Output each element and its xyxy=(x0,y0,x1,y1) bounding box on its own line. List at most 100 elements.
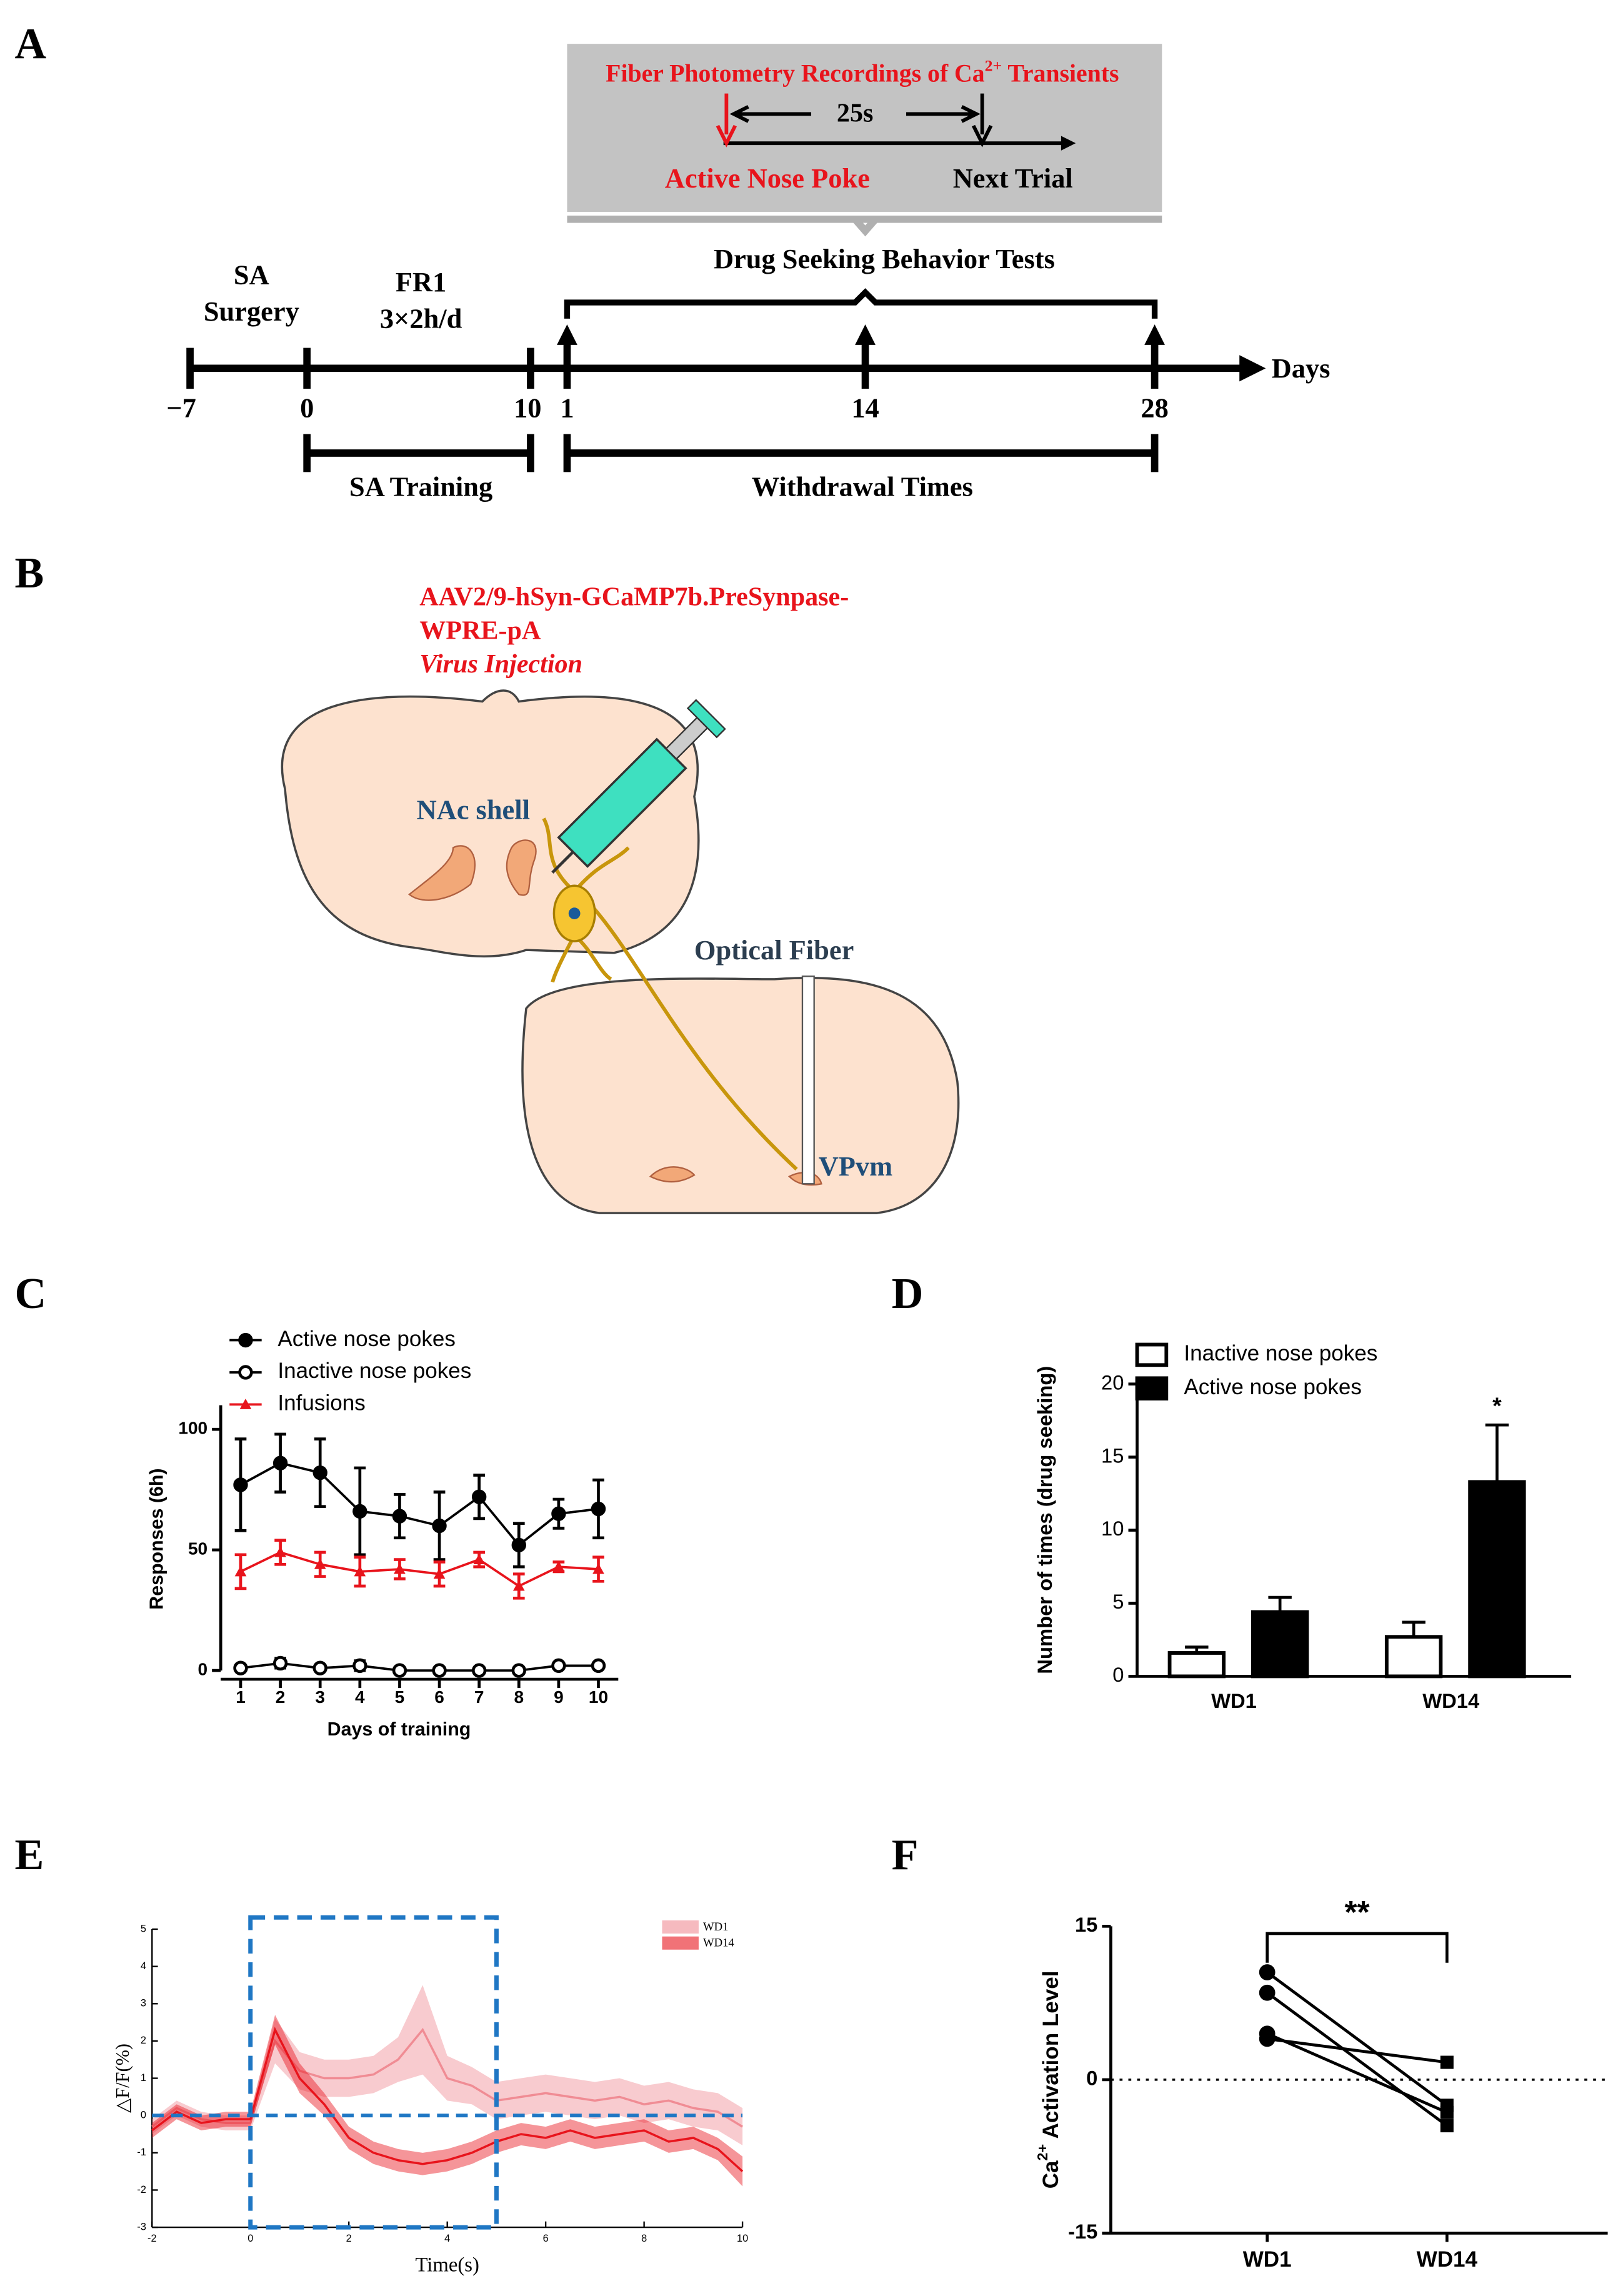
legend-label: Infusions xyxy=(277,1391,365,1415)
day-label: 1 xyxy=(560,392,574,423)
period-brackets xyxy=(303,434,1159,472)
x-tick-label: 10 xyxy=(737,2233,748,2244)
series-line xyxy=(151,2027,744,2128)
significance-bracket xyxy=(1266,1932,1449,1963)
marker xyxy=(1259,1984,1276,2001)
x-axis-label: Time(s) xyxy=(415,2254,479,2277)
x-tick-label: 4 xyxy=(444,2233,450,2244)
marker xyxy=(274,1546,286,1557)
error-bar xyxy=(1485,1423,1509,1482)
x-tick-label: WD14 xyxy=(1422,1689,1480,1712)
nucleus-dot xyxy=(568,907,581,920)
error-band xyxy=(152,2015,743,2187)
y-tick-label: 15 xyxy=(1075,1913,1097,1936)
target: VPvm xyxy=(819,1150,892,1182)
series-line xyxy=(240,1662,599,1672)
series-line xyxy=(240,1550,599,1588)
panel-label: B xyxy=(14,549,44,597)
marker xyxy=(551,1658,566,1674)
pair-line xyxy=(1266,1971,1448,2107)
day-label: −7 xyxy=(166,392,196,423)
y-tick-label: 0 xyxy=(1086,2067,1097,2090)
marker xyxy=(512,1580,525,1591)
x-tick-label: 8 xyxy=(641,2233,647,2244)
x-tick-label: WD1 xyxy=(1211,1689,1257,1712)
arrowhead xyxy=(1239,355,1266,382)
y-tick-label: 2 xyxy=(141,2035,146,2046)
x-tick-label: WD1 xyxy=(1243,2247,1292,2272)
marker xyxy=(238,1332,253,1348)
event: Active Nose Poke xyxy=(665,162,870,194)
marker xyxy=(432,1518,447,1534)
marker xyxy=(432,1663,447,1678)
y-tick-label: -15 xyxy=(1068,2220,1097,2243)
legend-label: Inactive nose pokes xyxy=(277,1359,471,1383)
marker xyxy=(1440,2119,1454,2133)
y-tick-label: -1 xyxy=(137,2147,146,2158)
marker xyxy=(511,1537,526,1553)
panel-label: C xyxy=(14,1269,46,1318)
bar xyxy=(1468,1480,1526,1679)
marker xyxy=(314,1558,326,1569)
bar xyxy=(1167,1651,1226,1679)
marker xyxy=(1259,1964,1276,1980)
interval: 25s xyxy=(837,98,873,127)
day-ticks xyxy=(186,347,534,389)
marker xyxy=(312,1465,327,1480)
schematic: AAV2/9-hSyn-GCaMP7b.PreSynpase- WPRE-pA … xyxy=(281,582,960,1214)
x-tick-label: 2 xyxy=(276,1687,286,1707)
marker xyxy=(312,1660,327,1675)
marker xyxy=(591,1501,606,1517)
x-tick-label: 2 xyxy=(346,2233,352,2244)
day-label: 0 xyxy=(300,392,314,423)
y-tick-label: 4 xyxy=(141,1960,146,1972)
marker xyxy=(551,1506,566,1521)
marker xyxy=(1440,2105,1454,2119)
x-tick-label: 7 xyxy=(474,1687,484,1707)
marker xyxy=(234,1565,247,1577)
panel-label: A xyxy=(14,19,46,68)
y-tick-label: 5 xyxy=(1112,1590,1124,1613)
legend-swatch xyxy=(1135,1342,1169,1367)
fiber-label: Optical Fiber xyxy=(694,934,854,966)
marker xyxy=(394,1563,406,1574)
title-sup: 2+ xyxy=(985,56,1002,74)
recording-title: Fiber Photometry Recordings of Ca2+ Tran… xyxy=(606,56,1119,87)
y-tick-label: -2 xyxy=(137,2184,146,2195)
legend-swatch xyxy=(662,1936,699,1950)
error-bar xyxy=(1268,1595,1292,1612)
marker xyxy=(592,1563,604,1574)
x-tick-label: 0 xyxy=(247,2233,253,2244)
axis-label: Days xyxy=(1272,352,1331,384)
neuron-processes xyxy=(542,817,798,1171)
y-tick-label: 50 xyxy=(188,1539,207,1559)
marker xyxy=(352,1658,367,1674)
x-tick-label: 9 xyxy=(554,1687,564,1707)
y-tick-label: 20 xyxy=(1101,1370,1124,1394)
source: NAc shell xyxy=(417,794,530,825)
legend-label: Active nose pokes xyxy=(1184,1375,1362,1399)
brain-section xyxy=(281,689,700,958)
series-line xyxy=(240,1462,599,1547)
y-axis-label: Ca2+ Activation Level xyxy=(1034,1970,1063,2189)
box-pointer xyxy=(567,215,1162,237)
label-part: Activation Level xyxy=(1039,1970,1063,2144)
y-tick-label: 0 xyxy=(198,1659,208,1679)
error-band xyxy=(152,1985,743,2145)
training: SA Training xyxy=(349,471,492,502)
marker xyxy=(471,1489,487,1504)
legend-label: WD1 xyxy=(703,1920,728,1934)
legend-swatch xyxy=(1135,1376,1169,1400)
day-label: 10 xyxy=(514,392,541,423)
legend-label: Active nose pokes xyxy=(277,1327,456,1351)
pair-line xyxy=(1266,1991,1448,2127)
marker xyxy=(591,1658,606,1674)
marker xyxy=(233,1660,248,1675)
marker xyxy=(354,1565,366,1577)
error-bar xyxy=(1402,1620,1426,1637)
y-tick-label: 100 xyxy=(178,1419,207,1438)
virus: AAV2/9-hSyn-GCaMP7b.PreSynpase- xyxy=(419,582,849,611)
x-tick-label: 10 xyxy=(589,1687,608,1707)
injection: Virus Injection xyxy=(419,649,582,679)
